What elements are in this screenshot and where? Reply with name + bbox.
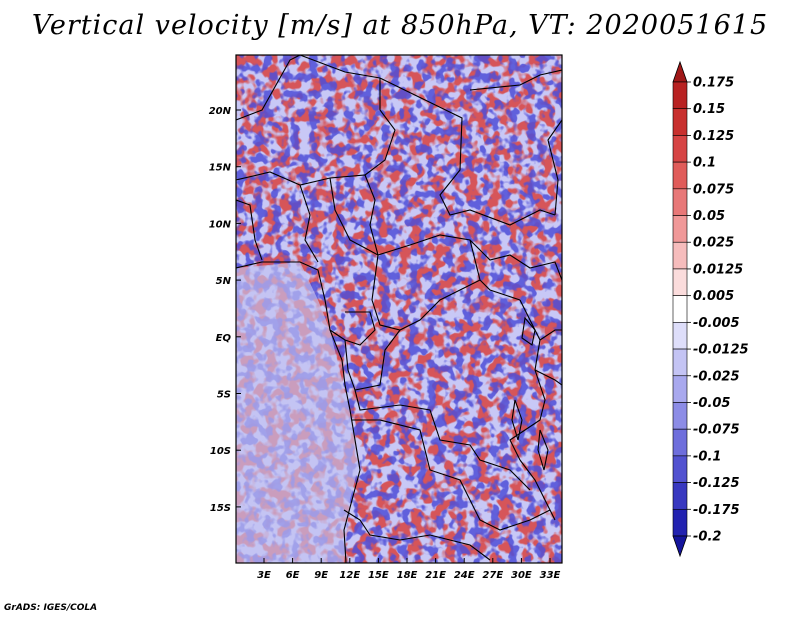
colorbar-swatch [672, 375, 688, 403]
colorbar-label: 0.15 [693, 102, 725, 117]
lon-tick-label: 30E [511, 570, 532, 581]
colorbar-label: -0.125 [693, 476, 740, 491]
lon-tick-label: 12E [339, 570, 360, 581]
lat-tick-label: 20N [209, 106, 232, 117]
colorbar-swatch [672, 348, 688, 377]
colorbar-label: -0.2 [693, 530, 721, 545]
colorbar-swatch [672, 135, 688, 163]
lon-tick-label: 21E [425, 570, 446, 581]
colorbar-swatch [672, 161, 688, 190]
colorbar-label: -0.1 [693, 449, 721, 464]
colorbar-label: 0.175 [693, 76, 734, 91]
colorbar-top-arrow [672, 60, 688, 83]
colorbar-swatch [672, 268, 688, 296]
chart-title: Vertical velocity [m/s] at 850hPa, VT: 2… [31, 10, 769, 41]
colorbar-swatch [672, 241, 688, 270]
colorbar-swatch [672, 188, 688, 216]
lon-tick-label: 3E [257, 570, 271, 581]
colorbar: 0.175 0.15 0.125 0.1 0.075 0.05 0.025 0.0125 0.0… [672, 60, 749, 558]
lon-tick-label: 9E [314, 570, 328, 581]
lat-tick-label: 15N [209, 163, 232, 174]
lon-tick-label: 18E [397, 570, 418, 581]
lon-tick-label: 6E [286, 570, 300, 581]
colorbar-swatch [672, 508, 688, 537]
lon-tick-label: 15E [368, 570, 389, 581]
country-borders [236, 55, 562, 563]
colorbar-label: 0.025 [693, 236, 734, 251]
colorbar-swatch [672, 215, 688, 243]
lat-tick-label: 15S [210, 503, 231, 514]
lat-tick-label: 5S [217, 390, 231, 401]
colorbar-label: 0.05 [693, 209, 725, 224]
colorbar-bottom-arrow [672, 535, 688, 558]
colorbar-swatch [672, 402, 688, 430]
colorbar-label: 0.125 [693, 129, 734, 144]
lat-tick-label: 10N [209, 219, 232, 230]
colorbar-swatch [672, 455, 688, 483]
lat-tick-label: 5N [216, 276, 232, 287]
colorbar-swatch [672, 482, 688, 510]
colorbar-label: 0.075 [693, 182, 734, 197]
lon-tick-label: 33E [540, 570, 561, 581]
lon-axis: 3E 6E 9E 12E 15E 18E 21E 24E 27E 30E 33E [257, 558, 561, 581]
colorbar-label: -0.0125 [693, 343, 749, 358]
colorbar-swatch [672, 295, 688, 323]
ocean-overlay [236, 262, 360, 563]
colorbar-swatch [672, 428, 688, 457]
credit-text: GrADS: IGES/COLA [4, 603, 98, 613]
lon-tick-label: 27E [482, 570, 503, 581]
colorbar-label: 0.005 [693, 289, 734, 304]
colorbar-swatch [672, 81, 688, 110]
map-panel [236, 55, 562, 563]
lon-tick-label: 24E [454, 570, 475, 581]
lat-tick-label: 10S [210, 446, 231, 457]
lat-tick-label: EQ [216, 333, 232, 344]
colorbar-label: -0.025 [693, 369, 740, 384]
map-frame [235, 54, 563, 564]
colorbar-label: 0.1 [693, 156, 716, 171]
colorbar-swatch [672, 108, 688, 136]
colorbar-label: -0.075 [693, 423, 740, 438]
colorbar-label: -0.175 [693, 503, 740, 518]
colorbar-label: 0.0125 [693, 262, 743, 277]
colorbar-label: -0.05 [693, 396, 730, 411]
colorbar-swatch [672, 322, 688, 350]
colorbar-label: -0.005 [693, 316, 740, 331]
lat-axis: 20N 15N 10N 5N EQ 5S 10S 15S [209, 106, 241, 514]
